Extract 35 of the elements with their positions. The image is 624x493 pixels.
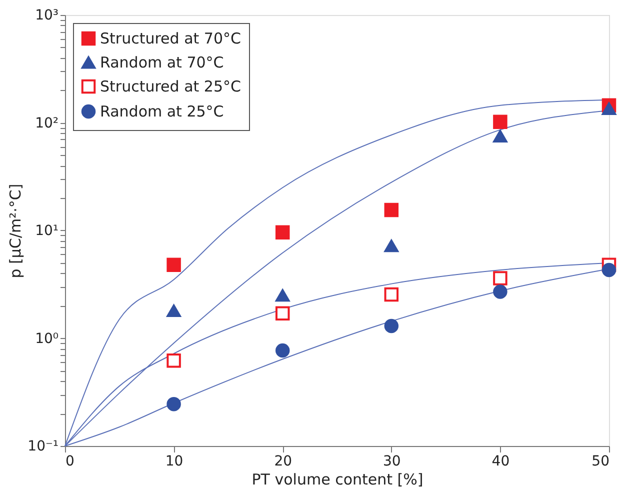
point: [275, 289, 290, 302]
point: [602, 102, 616, 116]
point: [166, 396, 181, 412]
point: [275, 306, 290, 321]
point: [166, 304, 181, 318]
x-tick-label: 10: [165, 454, 184, 470]
point: [384, 240, 399, 252]
point: [384, 318, 399, 334]
point: [384, 202, 399, 218]
x-tick-label: 20: [274, 454, 292, 470]
x-tick-label: 40: [492, 454, 510, 470]
point: [275, 225, 290, 240]
legend-label: Random at 70°C: [100, 54, 224, 72]
legend-label: Random at 25°C: [100, 102, 224, 120]
point: [493, 114, 508, 129]
point: [384, 287, 399, 302]
x-tick-label: 0: [66, 454, 74, 470]
point: [166, 353, 181, 368]
y-tick-label: 10³: [35, 8, 58, 24]
x-axis-title: PT volume content [%]: [252, 470, 424, 488]
x-tick-label: 50: [592, 454, 610, 470]
point: [493, 130, 508, 143]
point: [275, 343, 290, 358]
point: [493, 284, 508, 299]
point: [493, 271, 508, 286]
legend-label: Structured at 25°C: [100, 78, 241, 96]
y-tick-label: 10¹: [35, 223, 58, 239]
point: [602, 262, 616, 278]
point: [166, 258, 181, 272]
y-tick-label: 10⁰: [35, 330, 59, 347]
y-tick-label: 10⁻¹: [28, 438, 58, 454]
y-tick-label: 10²: [35, 115, 58, 132]
y-axis-title: p [μC/m²·°C]: [6, 184, 25, 278]
legend-label: Structured at 70°C: [100, 30, 241, 48]
x-tick-label: 30: [382, 454, 401, 470]
